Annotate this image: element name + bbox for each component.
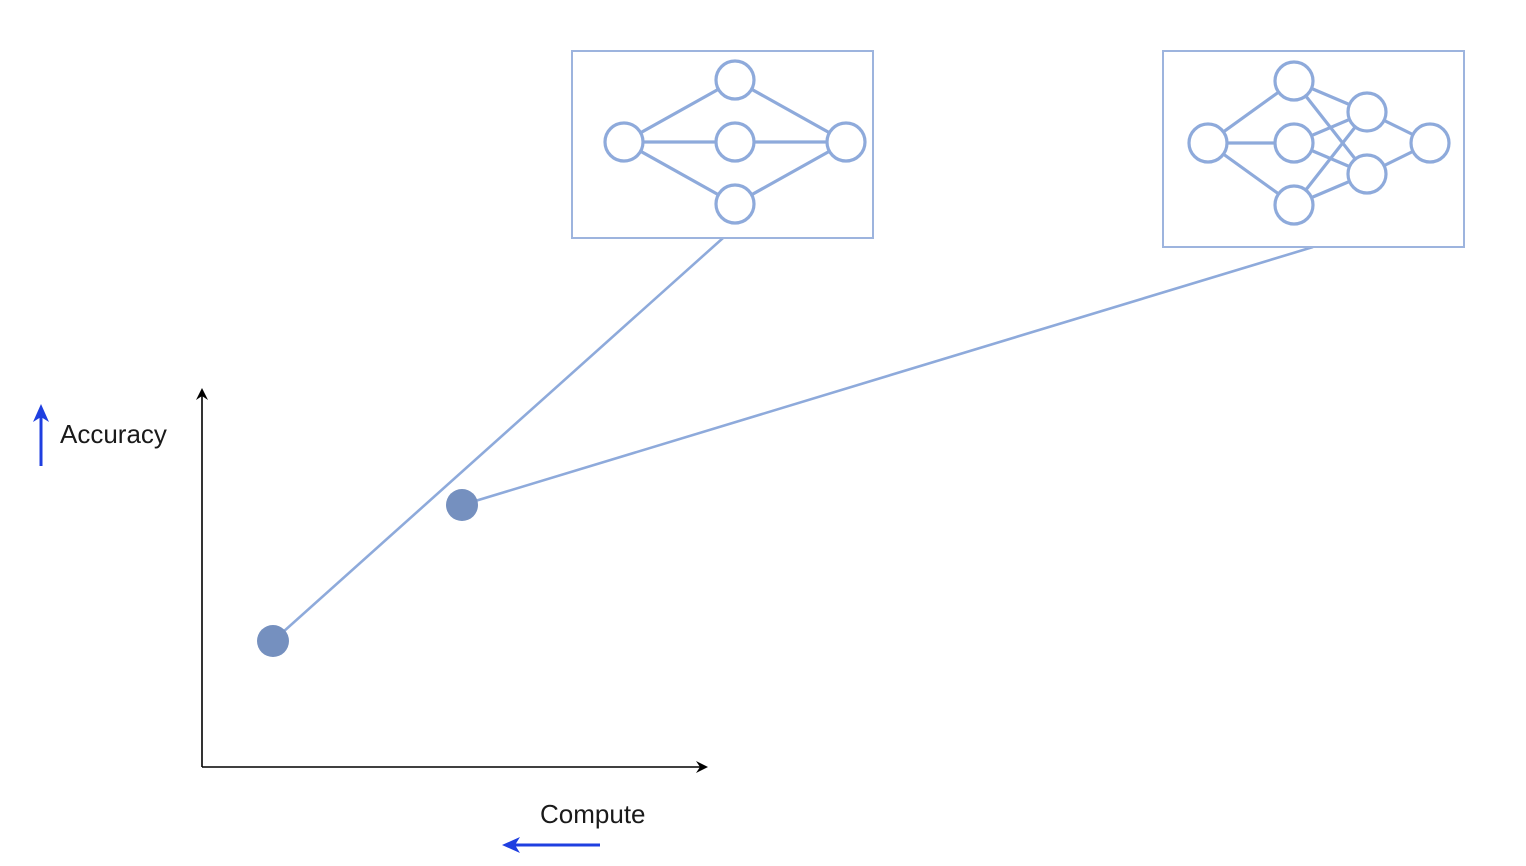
shallow-hidden-node [714, 121, 756, 163]
y-axis-label: Accuracy [60, 419, 167, 449]
shallow-input-node [603, 121, 645, 163]
x-axis-label: Compute [540, 799, 646, 829]
deep-output-node [1409, 122, 1451, 164]
point-deep [446, 489, 478, 521]
deep-hidden1-node [1273, 122, 1315, 164]
shallow-output-node [825, 121, 867, 163]
deep-input-node [1187, 122, 1229, 164]
shallow-hidden-node [714, 183, 756, 225]
deep-hidden1-node [1273, 60, 1315, 102]
shallow-hidden-node [714, 59, 756, 101]
leader-line-deep [461, 245, 1314, 507]
deep-network-diagram [1162, 50, 1465, 248]
deep-hidden2-node [1346, 153, 1388, 195]
deep-hidden2-node [1346, 91, 1388, 133]
point-shallow [257, 625, 289, 657]
deep-hidden1-node [1273, 184, 1315, 226]
shallow-network-diagram [571, 50, 874, 239]
leader-line-shallow [272, 237, 724, 642]
